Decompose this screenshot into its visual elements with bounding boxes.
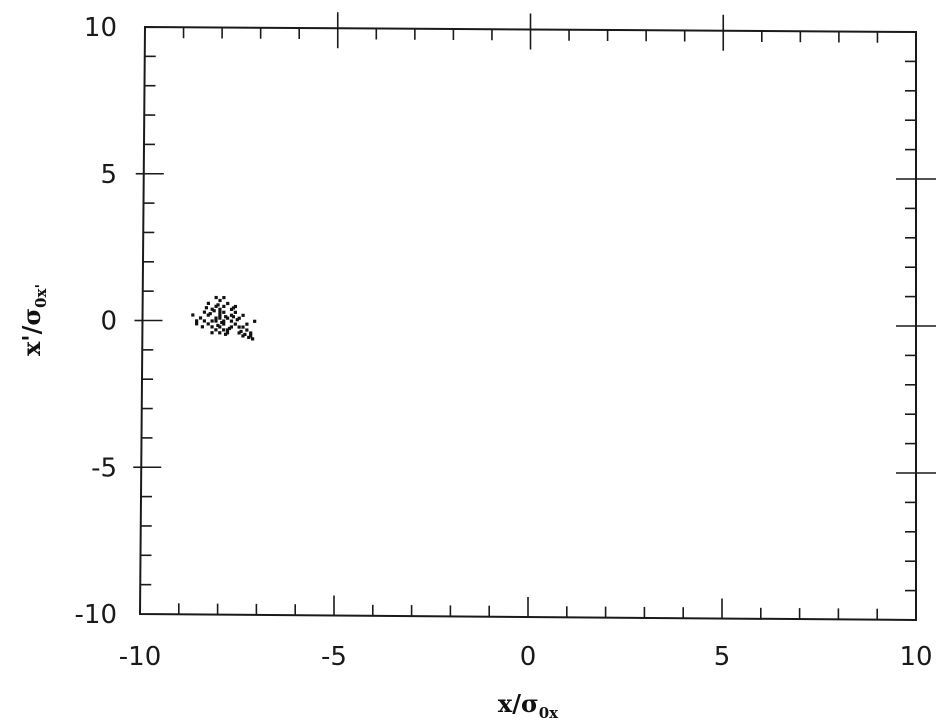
data-point	[222, 328, 226, 332]
data-point	[237, 325, 241, 329]
data-point	[218, 307, 222, 311]
data-point	[223, 332, 228, 336]
data-point	[222, 304, 226, 308]
data-point	[214, 295, 218, 300]
data-point	[218, 313, 222, 317]
data-point	[249, 331, 253, 335]
data-point	[218, 298, 222, 303]
data-point	[233, 304, 238, 309]
data-point	[245, 328, 249, 332]
data-point	[200, 325, 205, 329]
data-point	[225, 328, 230, 332]
data-point	[210, 307, 214, 311]
y-tick-label: 0	[100, 307, 117, 337]
data-point	[210, 325, 214, 329]
data-point	[216, 323, 220, 328]
data-point	[206, 301, 210, 305]
data-point	[212, 309, 216, 313]
data-point	[235, 318, 239, 322]
data-points	[191, 295, 257, 341]
y-axis-label-base: x'/σ	[17, 308, 46, 356]
data-point	[222, 319, 226, 323]
y-axis-label: x'/σ0x'	[17, 284, 50, 356]
data-point	[226, 301, 230, 306]
data-point	[198, 316, 203, 320]
x-axis-label: x/σ0x	[498, 689, 559, 722]
data-point	[227, 326, 232, 331]
data-point	[204, 306, 209, 310]
data-point	[202, 319, 206, 323]
data-point	[239, 329, 243, 334]
data-point	[253, 319, 257, 323]
data-point	[250, 337, 255, 341]
tick-labels: -10 -5 0 5 10 -10 -5 0 5 10	[75, 13, 933, 672]
data-point	[220, 320, 224, 325]
data-point	[210, 331, 214, 335]
data-point	[247, 335, 251, 340]
data-point	[229, 319, 234, 323]
data-point	[233, 310, 237, 314]
y-tick-label: 10	[84, 13, 117, 43]
y-axis-label-sub: 0x'	[32, 284, 50, 308]
data-point	[225, 331, 230, 335]
data-point	[241, 325, 245, 329]
data-point	[233, 322, 237, 326]
data-point	[202, 310, 207, 314]
data-point	[195, 319, 199, 323]
data-point	[218, 325, 222, 329]
x-tick-label: 5	[714, 642, 731, 672]
data-point	[237, 331, 241, 335]
data-point	[191, 313, 195, 317]
data-point	[245, 322, 249, 326]
data-point	[218, 316, 222, 320]
data-point	[224, 315, 228, 319]
x-tick-label: 10	[899, 642, 932, 672]
data-point	[216, 303, 220, 307]
data-point	[237, 316, 241, 320]
data-point	[222, 322, 226, 326]
data-point	[222, 295, 226, 300]
axis-ticks	[133, 12, 936, 620]
x-tick-label: -10	[119, 642, 161, 672]
data-point	[206, 313, 210, 317]
data-point	[231, 306, 236, 310]
data-point	[243, 332, 247, 337]
data-point	[229, 313, 234, 317]
data-point	[229, 325, 234, 329]
data-point	[241, 334, 245, 338]
data-point	[229, 307, 234, 311]
x-tick-label: -5	[321, 642, 347, 672]
y-tick-label: -10	[75, 600, 117, 630]
x-axis-label-sub: 0x	[539, 704, 559, 722]
plot-frame	[138, 25, 917, 622]
data-point	[210, 319, 214, 323]
y-tick-label: 5	[100, 160, 117, 190]
data-point	[241, 313, 245, 317]
data-point	[218, 331, 222, 335]
data-point	[218, 310, 222, 314]
data-point	[214, 316, 218, 320]
data-point	[226, 316, 230, 320]
plot-border	[138, 25, 917, 622]
data-point	[206, 322, 210, 326]
data-point	[208, 312, 212, 316]
data-point	[249, 334, 253, 338]
x-tick-label: 0	[520, 642, 537, 672]
data-point	[214, 304, 218, 308]
data-point	[214, 319, 218, 323]
data-point	[222, 310, 226, 314]
data-point	[195, 322, 199, 326]
data-point	[231, 315, 236, 319]
data-point	[214, 328, 218, 332]
x-axis-label-base: x/σ	[498, 689, 539, 718]
y-tick-label: -5	[91, 453, 117, 483]
